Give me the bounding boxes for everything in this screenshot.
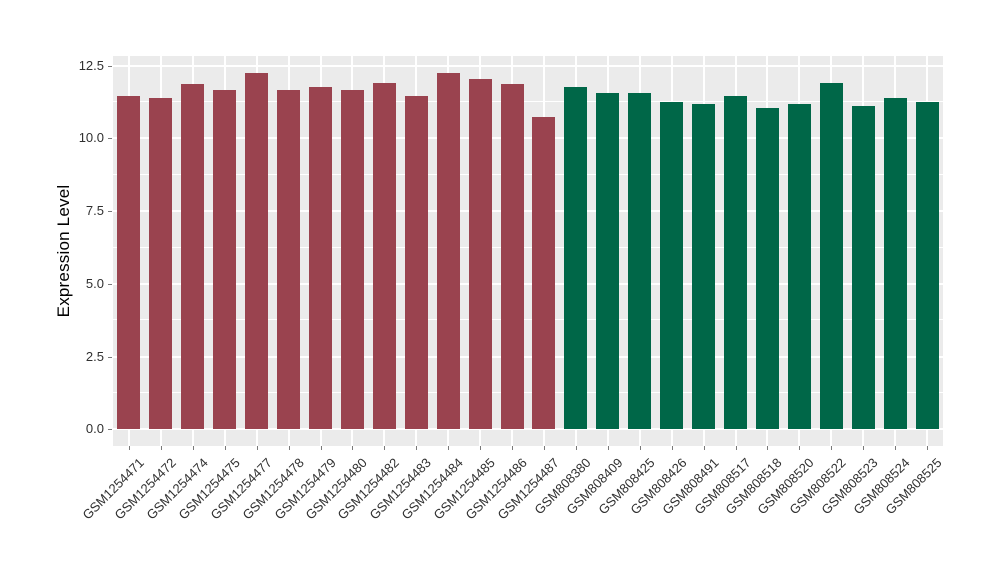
bar-GSM808523 xyxy=(851,105,875,430)
y-tick-mark xyxy=(108,429,112,430)
bar-GSM808524 xyxy=(883,98,907,430)
bar-GSM808522 xyxy=(819,83,843,430)
x-tick-mark xyxy=(161,446,162,450)
gridline-minor-y xyxy=(113,173,943,175)
y-tick-mark xyxy=(108,66,112,67)
gridline-major-y xyxy=(113,210,943,213)
x-tick-mark xyxy=(384,446,385,450)
bar-GSM808517 xyxy=(724,96,747,430)
gridline-major-y xyxy=(113,428,943,431)
bar-GSM808409 xyxy=(596,93,620,430)
x-tick-mark xyxy=(863,446,864,450)
bar-GSM1254485 xyxy=(468,78,492,430)
x-tick-mark xyxy=(544,446,545,450)
x-tick-mark xyxy=(512,446,513,450)
y-tick-label: 7.5 xyxy=(85,203,104,218)
bar-GSM1254471 xyxy=(117,96,141,430)
x-tick-mark xyxy=(767,446,768,450)
y-tick-mark xyxy=(108,357,112,358)
x-tick-mark xyxy=(129,446,130,450)
bar-GSM1254482 xyxy=(372,82,396,430)
x-tick-mark xyxy=(321,446,322,450)
bar-GSM1254472 xyxy=(149,97,173,430)
gridline-minor-y xyxy=(113,246,943,248)
gridline-major-y xyxy=(113,64,943,67)
x-tick-mark xyxy=(257,446,258,450)
y-tick-mark xyxy=(108,211,112,212)
plot-panel xyxy=(113,56,943,446)
y-tick-mark xyxy=(108,284,112,285)
y-tick-mark xyxy=(108,138,112,139)
x-tick-mark xyxy=(672,446,673,450)
y-tick-label: 2.5 xyxy=(85,349,104,364)
y-tick-label: 10.0 xyxy=(78,130,104,145)
bar-GSM808425 xyxy=(628,92,652,430)
bar-GSM1254478 xyxy=(277,89,301,430)
bar-GSM808491 xyxy=(692,104,716,430)
gridline-minor-y xyxy=(113,319,943,321)
x-tick-mark xyxy=(704,446,705,450)
x-tick-mark xyxy=(193,446,194,450)
x-tick-mark xyxy=(225,446,226,450)
bar-GSM1254483 xyxy=(404,95,428,430)
x-tick-mark xyxy=(576,446,577,450)
x-tick-mark xyxy=(799,446,800,450)
bar-GSM1254477 xyxy=(245,73,269,430)
bar-GSM808518 xyxy=(755,108,779,430)
bar-GSM1254474 xyxy=(181,83,205,430)
y-tick-label: 0.0 xyxy=(85,421,104,436)
bar-GSM1254487 xyxy=(532,117,556,430)
x-tick-mark xyxy=(895,446,896,450)
gridline-major-y xyxy=(113,282,943,285)
x-tick-mark xyxy=(480,446,481,450)
bar-GSM1254475 xyxy=(213,90,237,430)
x-tick-mark xyxy=(416,446,417,450)
bar-GSM1254484 xyxy=(436,73,460,430)
bar-GSM808520 xyxy=(787,104,811,430)
y-tick-label: 12.5 xyxy=(78,58,104,73)
x-tick-mark xyxy=(608,446,609,450)
gridline-major-y xyxy=(113,355,943,358)
bar-GSM808380 xyxy=(564,87,588,430)
bar-GSM808525 xyxy=(915,102,939,430)
x-tick-mark xyxy=(352,446,353,450)
x-tick-mark xyxy=(831,446,832,450)
gridline-minor-y xyxy=(113,101,943,102)
bar-GSM808426 xyxy=(660,101,684,430)
x-tick-mark xyxy=(736,446,737,450)
bar-GSM1254479 xyxy=(309,86,332,430)
bar-GSM1254486 xyxy=(500,83,524,430)
x-tick-mark xyxy=(289,446,290,450)
bar-GSM1254480 xyxy=(340,89,364,430)
gridline-minor-y xyxy=(113,392,943,394)
x-tick-mark xyxy=(640,446,641,450)
gridline-major-y xyxy=(113,137,943,140)
y-tick-label: 5.0 xyxy=(85,276,104,291)
x-tick-mark xyxy=(448,446,449,450)
x-tick-mark xyxy=(927,446,928,450)
